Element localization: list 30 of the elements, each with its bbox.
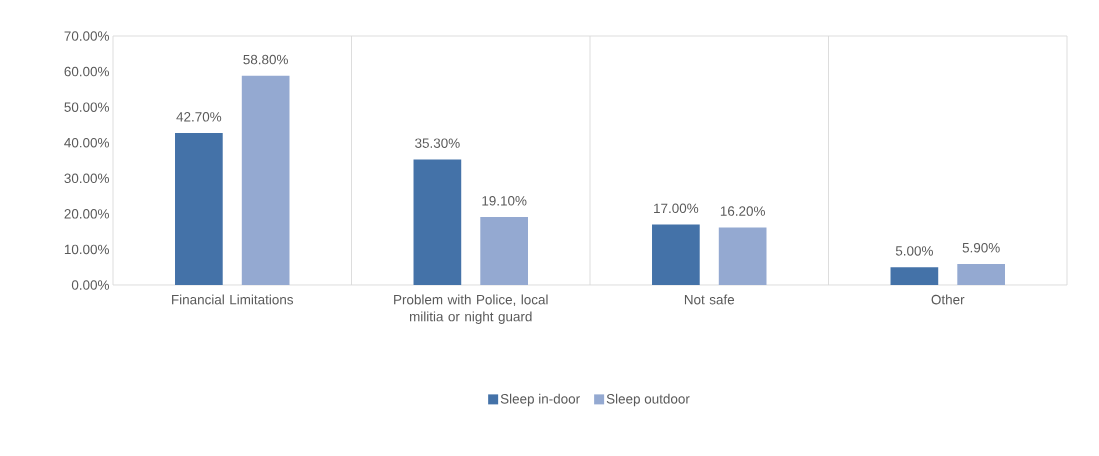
x-tick-label: Other xyxy=(931,294,965,305)
x-tick-label: Problem with Police, local militia or night guard xyxy=(394,294,548,324)
data-label: 17.00% xyxy=(654,203,699,213)
y-tick-label: 20.00% xyxy=(64,209,109,219)
data-label: 42.70% xyxy=(176,112,222,122)
data-label: 5.90% xyxy=(962,242,1000,253)
data-label: 19.10% xyxy=(482,196,527,206)
y-tick-label: 50.00% xyxy=(64,102,109,112)
data-label: 5.00% xyxy=(895,246,933,256)
y-tick-label: 30.00% xyxy=(64,173,109,184)
y-tick-label: 10.00% xyxy=(64,244,109,255)
bar xyxy=(652,224,700,285)
y-tick-label: 40.00% xyxy=(64,137,109,148)
x-tick-label: Financial Limitations xyxy=(172,294,294,305)
y-tick-label: 60.00% xyxy=(64,66,109,77)
data-label: 16.20% xyxy=(720,206,765,216)
legend-label: Sleep in-door xyxy=(500,393,580,407)
data-label: 58.80% xyxy=(243,54,288,65)
bar xyxy=(480,217,528,285)
legend-label: Sleep outdoor xyxy=(606,393,690,407)
y-tick-label: 70.00% xyxy=(64,31,109,41)
data-label: 35.30% xyxy=(415,138,460,148)
bar xyxy=(890,267,939,285)
bar xyxy=(241,75,290,285)
bar xyxy=(413,159,462,285)
bar xyxy=(718,227,767,285)
bar xyxy=(957,264,1005,285)
x-tick-label: Not safe xyxy=(684,294,735,305)
bar xyxy=(175,133,223,285)
y-tick-label: 0.00% xyxy=(71,280,109,290)
